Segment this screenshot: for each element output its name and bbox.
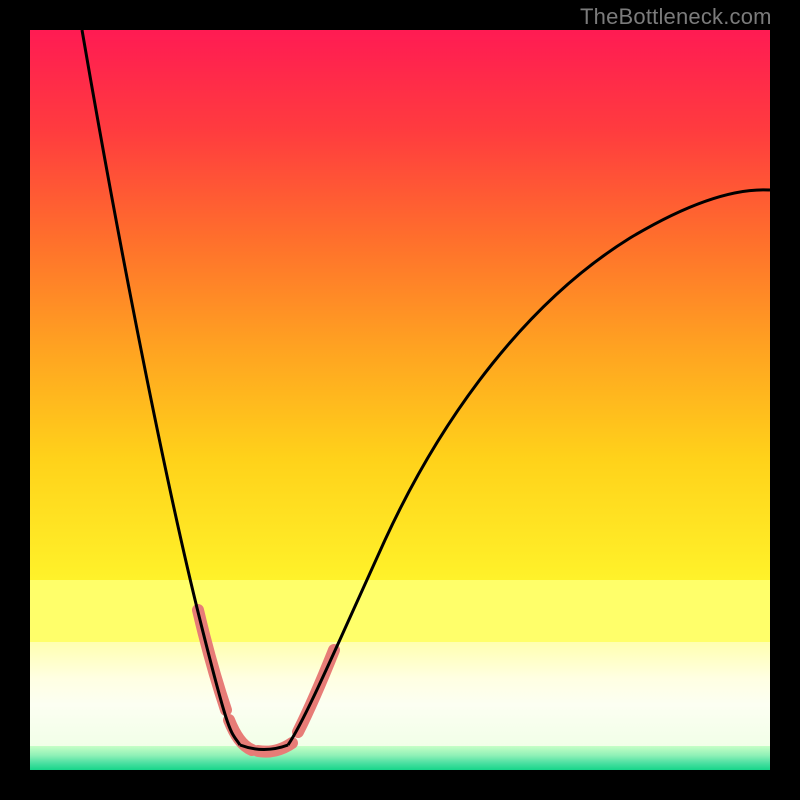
plot-area bbox=[30, 30, 770, 770]
gradient-band-1 bbox=[30, 580, 770, 642]
gradient-band-0 bbox=[30, 30, 770, 580]
gradient-band-3 bbox=[30, 746, 770, 770]
plot-svg bbox=[30, 30, 770, 770]
watermark-text: TheBottleneck.com bbox=[580, 4, 772, 30]
gradient-band-2 bbox=[30, 642, 770, 746]
